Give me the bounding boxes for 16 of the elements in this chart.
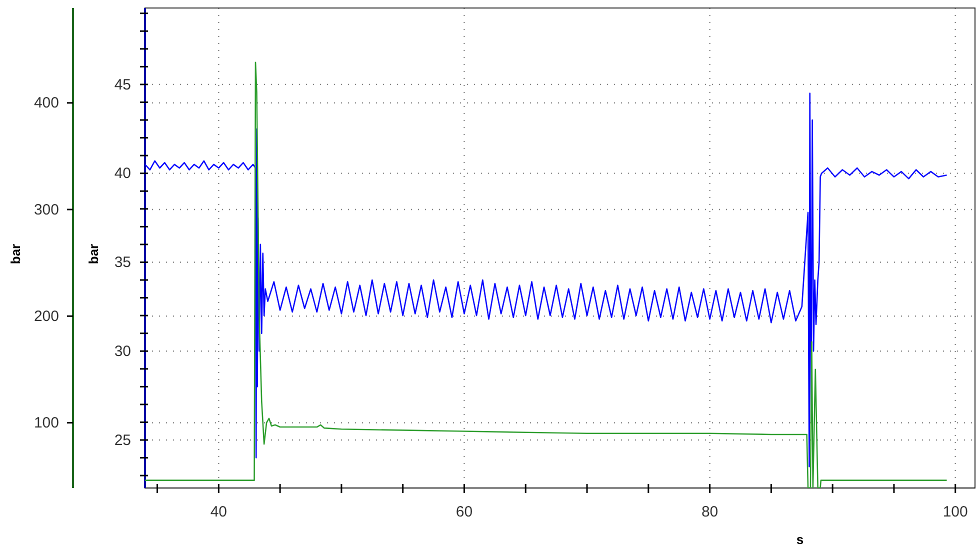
y-tick-label: 35 bbox=[114, 254, 131, 272]
x-tick-label: 40 bbox=[210, 504, 228, 520]
y-tick-label: 25 bbox=[114, 432, 131, 449]
y2-tick-label: 300 bbox=[34, 201, 59, 218]
y2-tick-label: 400 bbox=[34, 94, 59, 112]
y-tick-label: 30 bbox=[114, 342, 131, 360]
x-tick-label: 80 bbox=[701, 504, 718, 520]
x-axis-title: s bbox=[796, 532, 804, 547]
y-tick-label: 40 bbox=[114, 165, 131, 182]
y-axis-title: bar bbox=[86, 244, 101, 264]
x-tick-label: 60 bbox=[456, 504, 473, 520]
y-tick-label: 45 bbox=[114, 76, 131, 94]
y2-tick-label: 200 bbox=[34, 308, 59, 325]
y2-axis-title: bar bbox=[8, 244, 23, 264]
x-tick-label: 100 bbox=[942, 504, 968, 520]
y2-tick-label: 100 bbox=[34, 414, 59, 432]
